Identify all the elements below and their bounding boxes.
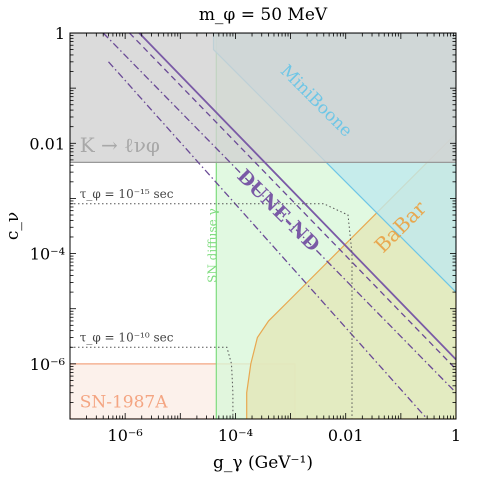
line-dune-nd — [138, 33, 456, 361]
region-label-sn-diffuse: SN diffuse γ — [205, 208, 219, 283]
lifetime-contour-label-1: τ_φ = 10⁻¹⁵ sec — [80, 187, 174, 201]
lifetime-contours — [70, 203, 353, 419]
lifetime-contour-label-2: τ_φ = 10⁻¹⁰ sec — [80, 330, 174, 344]
y-axis: 10⁻⁶ 10⁻⁴ 0.01 1 — [29, 24, 456, 420]
y-tick-label: 10⁻⁴ — [30, 245, 65, 264]
x-tick-label: 1 — [451, 426, 461, 445]
regions — [70, 33, 456, 419]
y-tick-label: 10⁻⁶ — [30, 355, 65, 374]
x-tick-label: 10⁻⁶ — [108, 426, 143, 445]
y-tick-label: 1 — [55, 24, 65, 43]
lifetime-contour-1 — [70, 203, 353, 419]
y-tick-label: 0.01 — [29, 134, 65, 153]
line-dune-nd-dashed — [129, 33, 456, 370]
y-axis-label: c_ν — [3, 212, 23, 240]
plot-frame — [69, 32, 457, 420]
region-label-sn-1987a: SN-1987A — [80, 393, 169, 413]
x-tick-label: 0.01 — [328, 426, 364, 445]
x-axis-label: g_γ (GeV⁻¹) — [213, 453, 313, 473]
constraint-lines — [102, 33, 456, 419]
line-dune-nd-dash-dot — [102, 33, 456, 394]
x-axis: 10⁻⁶ 10⁻⁴ 0.01 1 — [69, 33, 461, 445]
chart-title: m_φ = 50 MeV — [199, 5, 328, 25]
region-k — [70, 33, 456, 163]
lifetime-contour-2 — [70, 346, 234, 419]
region-label-k: K → ℓνφ — [80, 133, 160, 157]
x-tick-label: 10⁻⁴ — [218, 426, 253, 445]
